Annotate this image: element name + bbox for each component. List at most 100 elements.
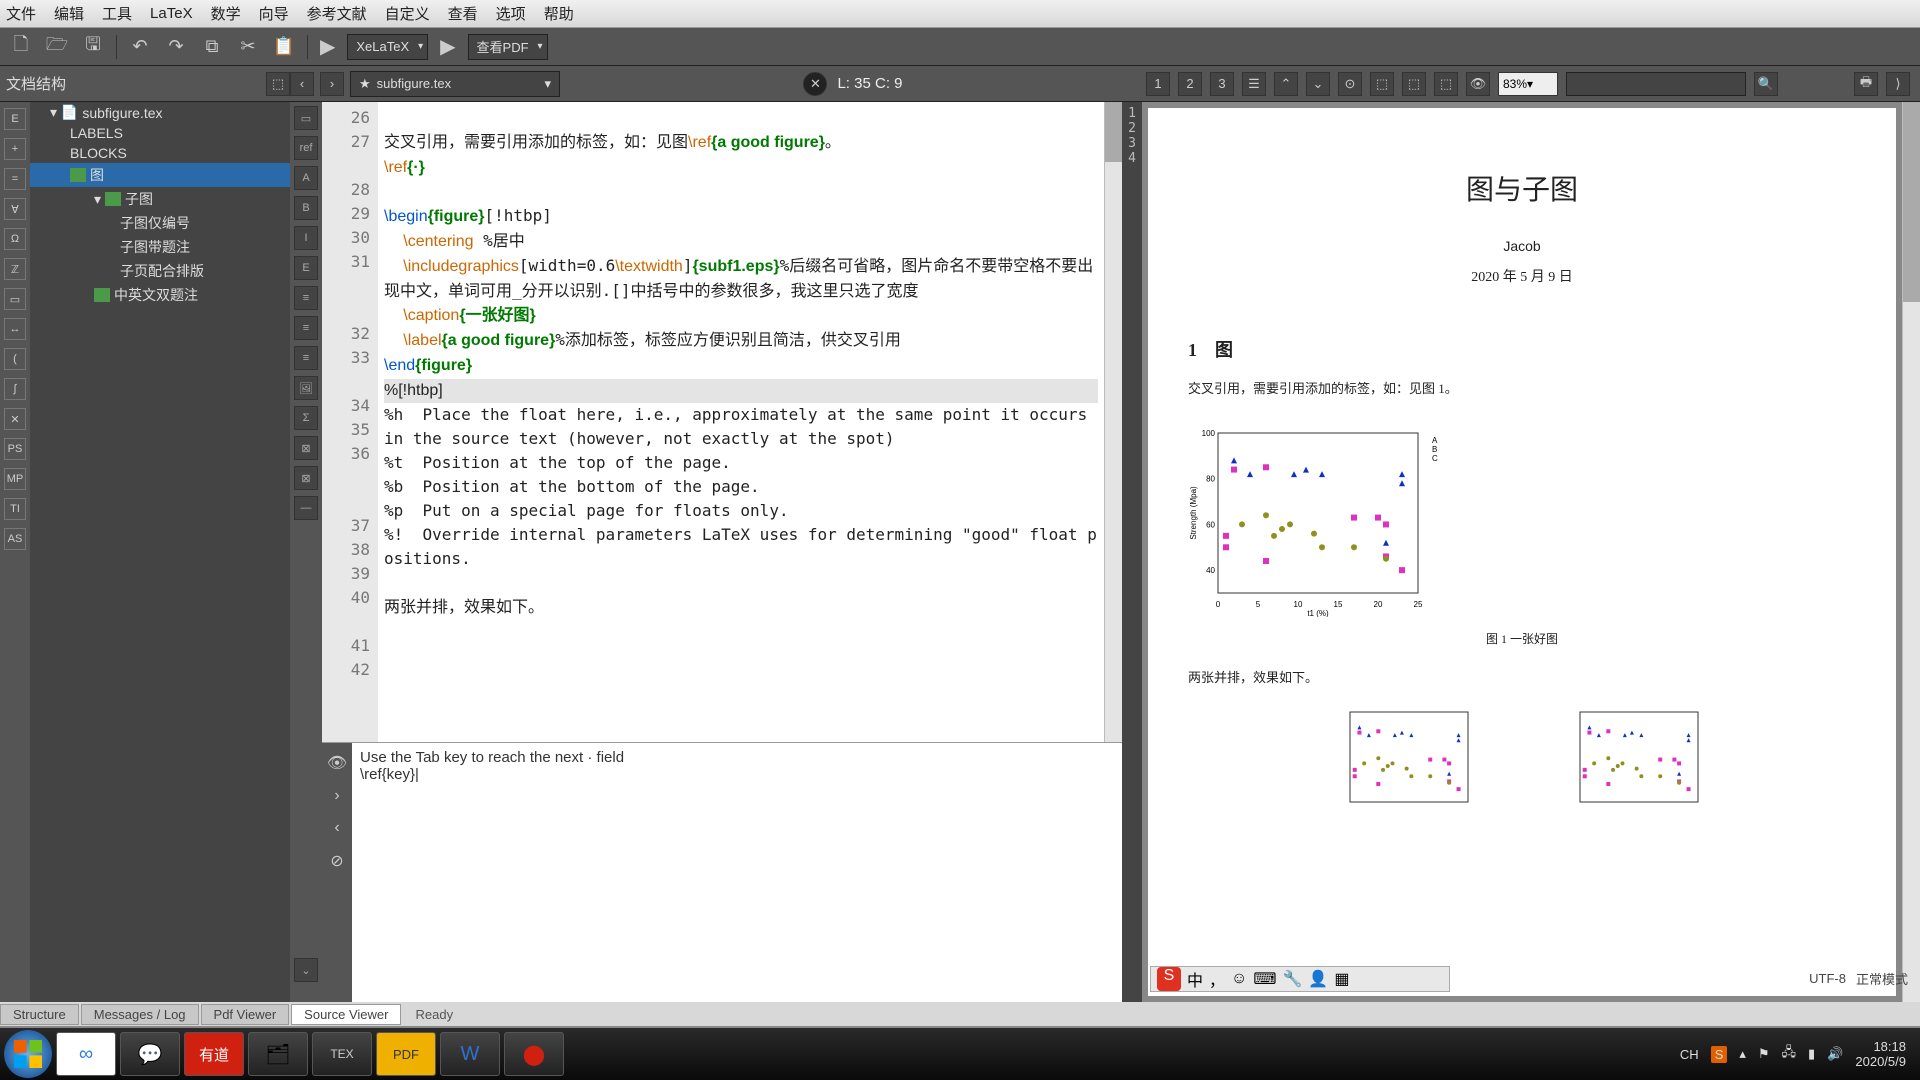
menu-tools[interactable]: 工具 — [102, 3, 132, 24]
tool-plus-icon[interactable]: + — [4, 138, 26, 160]
menu-view[interactable]: 查看 — [448, 3, 478, 24]
pdf-tool1-icon[interactable]: ⬚ — [1370, 72, 1394, 96]
et-m2-icon[interactable]: ⊠ — [294, 436, 318, 460]
tool-g-icon[interactable]: Ω — [4, 228, 26, 250]
ime-punc-icon[interactable]: ， — [1209, 967, 1225, 991]
editor-scrollbar[interactable] — [1104, 102, 1122, 742]
pdf-tool3-icon[interactable]: ⬚ — [1434, 72, 1458, 96]
tool-box-icon[interactable]: ▭ — [4, 288, 26, 310]
pdf-fit-icon[interactable]: ⊙ — [1338, 72, 1362, 96]
page-3-icon[interactable]: 3 — [1210, 72, 1234, 96]
et-ref-icon[interactable]: ref — [294, 136, 318, 160]
task-youdao[interactable]: 有道 — [184, 1032, 244, 1076]
tray-sogou-icon[interactable]: S — [1711, 1046, 1728, 1063]
nav-back-icon[interactable]: ‹ — [290, 72, 314, 96]
pdf-eye-icon[interactable]: 👁 — [1466, 72, 1490, 96]
tool-arrow-icon[interactable]: ↔ — [4, 318, 26, 340]
tray-flag-icon[interactable]: ⚑ — [1758, 1046, 1770, 1062]
start-button[interactable] — [4, 1030, 52, 1078]
copy-icon[interactable]: ⧉ — [199, 34, 225, 60]
tray-clock[interactable]: 18:182020/5/9 — [1855, 1039, 1906, 1069]
pdf-scrollbar[interactable] — [1902, 102, 1920, 1002]
tool-e-icon[interactable]: E — [4, 108, 26, 130]
menu-bib[interactable]: 参考文献 — [307, 3, 367, 24]
et-l2-icon[interactable]: ≡ — [294, 316, 318, 340]
tool-as-icon[interactable]: AS — [4, 528, 26, 550]
tab-sourceviewer[interactable]: Source Viewer — [291, 1004, 401, 1025]
helper-close-icon[interactable]: ⊘ — [330, 851, 343, 871]
cut-icon[interactable]: ✂ — [235, 34, 261, 60]
view-run-icon[interactable]: ▶ — [438, 34, 457, 59]
menu-edit[interactable]: 编辑 — [54, 3, 84, 24]
et-m3-icon[interactable]: ⊠ — [294, 466, 318, 490]
search-icon[interactable]: 🔍 — [1754, 72, 1778, 96]
tree-c3[interactable]: 子页配合排版 — [30, 259, 290, 283]
page-mode-icon[interactable]: ☰ — [1242, 72, 1266, 96]
tool-brk-icon[interactable]: ( — [4, 348, 26, 370]
close-doc-icon[interactable]: ✕ — [803, 72, 827, 96]
tray-net-icon[interactable]: 🖧 — [1782, 1043, 1797, 1065]
tool-z-icon[interactable]: ℤ — [4, 258, 26, 280]
tree-labels[interactable]: LABELS — [30, 123, 290, 143]
task-app1[interactable]: ∞ — [56, 1032, 116, 1076]
open-file-icon[interactable]: 🗁 — [44, 34, 70, 60]
ime-user-icon[interactable]: 👤 — [1308, 969, 1328, 989]
ime-lang-icon[interactable]: 中 — [1187, 967, 1203, 991]
tab-structure[interactable]: Structure — [0, 1004, 79, 1025]
nav-fwd-icon[interactable]: › — [320, 72, 344, 96]
code-area[interactable]: 交叉引用，需要引用添加的标签，如：见图\ref{a good figure}。 … — [378, 102, 1104, 742]
task-explorer[interactable]: 🗂 — [248, 1032, 308, 1076]
pdf-tool2-icon[interactable]: ⬚ — [1402, 72, 1426, 96]
tray-up-icon[interactable]: ▴ — [1739, 1046, 1746, 1062]
et-b-icon[interactable]: B — [294, 196, 318, 220]
sogou-icon[interactable]: S — [1157, 967, 1181, 991]
et-a-icon[interactable]: A — [294, 166, 318, 190]
tree-sect-subfig[interactable]: ▾ 子图 — [30, 187, 290, 211]
ime-kb-icon[interactable]: ⌨ — [1253, 969, 1276, 989]
tool-mp-icon[interactable]: MP — [4, 468, 26, 490]
task-texmaker[interactable]: TEX — [312, 1032, 372, 1076]
page-2-icon[interactable]: 2 — [1178, 72, 1202, 96]
et-img-icon[interactable]: 🖼 — [294, 376, 318, 400]
structure-expand-icon[interactable]: ⬚ — [266, 72, 290, 96]
ime-tool-icon[interactable]: 🔧 — [1282, 969, 1302, 989]
pdf-close-icon[interactable]: ⟩ — [1886, 72, 1910, 96]
print-icon[interactable]: 🖶 — [1854, 72, 1878, 96]
tree-blocks[interactable]: BLOCKS — [30, 143, 290, 163]
view-select[interactable]: 查看PDF — [468, 34, 548, 60]
tree-file[interactable]: ▾ 📄 subfigure.tex — [30, 102, 290, 123]
paste-icon[interactable]: 📋 — [271, 34, 297, 60]
tray-battery-icon[interactable]: ▮ — [1808, 1046, 1815, 1062]
ime-grid-icon[interactable]: ▦ — [1334, 969, 1349, 989]
page-1-icon[interactable]: 1 — [1146, 72, 1170, 96]
ime-emoji-icon[interactable]: ☺ — [1231, 970, 1247, 988]
save-file-icon[interactable]: 🖫 — [80, 34, 106, 60]
ime-toolbar[interactable]: S 中 ， ☺ ⌨ 🔧 👤 ▦ — [1150, 966, 1450, 992]
et-1-icon[interactable]: ▭ — [294, 106, 318, 130]
compile-run-icon[interactable]: ▶ — [318, 34, 337, 59]
tray-vol-icon[interactable]: 🔊 — [1827, 1046, 1843, 1062]
redo-icon[interactable]: ↷ — [163, 34, 189, 60]
tool-int-icon[interactable]: ∫ — [4, 378, 26, 400]
tree-sect-bil[interactable]: 中英文双题注 — [30, 283, 290, 307]
menu-custom[interactable]: 自定义 — [385, 3, 430, 24]
menu-file[interactable]: 文件 — [6, 3, 36, 24]
tool-ti-icon[interactable]: TI — [4, 498, 26, 520]
tree-sect-fig[interactable]: 图 — [30, 163, 290, 187]
menu-options[interactable]: 选项 — [496, 3, 526, 24]
tab-messages[interactable]: Messages / Log — [81, 1004, 199, 1025]
et-m4-icon[interactable]: — — [294, 496, 318, 520]
pdf-page-1[interactable]: 图与子图 Jacob 2020 年 5 月 9 日 1 图 交叉引用，需要引用添… — [1148, 108, 1896, 996]
compiler-select[interactable]: XeLaTeX — [347, 34, 428, 60]
pdf-search-input[interactable] — [1566, 72, 1746, 96]
task-word[interactable]: W — [440, 1032, 500, 1076]
et-i-icon[interactable]: I — [294, 226, 318, 250]
tool-v-icon[interactable]: ∀ — [4, 198, 26, 220]
new-file-icon[interactable]: 🗋 — [8, 34, 34, 60]
pdf-up-icon[interactable]: ⌃ — [1274, 72, 1298, 96]
menu-help[interactable]: 帮助 — [544, 3, 574, 24]
pdf-down-icon[interactable]: ⌄ — [1306, 72, 1330, 96]
zoom-select[interactable]: 83% ▾ — [1498, 72, 1558, 96]
et-m1-icon[interactable]: Σ — [294, 406, 318, 430]
tree-c1[interactable]: 子图仅编号 — [30, 211, 290, 235]
